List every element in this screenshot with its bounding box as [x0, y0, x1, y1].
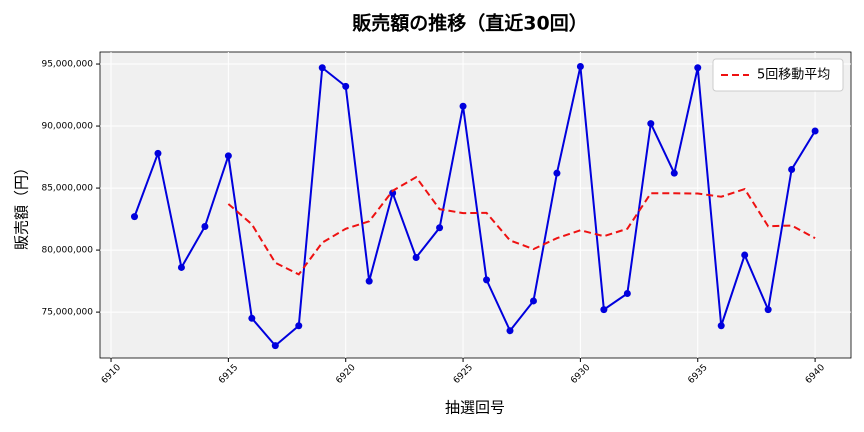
x-tick-label: 6935: [686, 363, 709, 386]
point: [553, 169, 561, 177]
point: [342, 82, 350, 90]
point: [670, 169, 678, 177]
point: [717, 322, 725, 330]
point: [271, 342, 279, 350]
point: [788, 165, 796, 173]
point: [600, 306, 608, 314]
point: [154, 149, 162, 157]
point: [201, 223, 209, 231]
point: [647, 120, 655, 128]
y-axis-label: 販売額（円）: [13, 160, 31, 250]
point: [412, 254, 420, 262]
x-axis-label: 抽選回号: [445, 399, 505, 417]
legend-box: [712, 58, 844, 92]
point: [318, 64, 326, 72]
point: [741, 251, 749, 259]
point: [811, 127, 819, 135]
point: [295, 322, 303, 330]
point: [248, 314, 256, 322]
x-tick-label: 6915: [217, 363, 240, 386]
x-tick-label: 6940: [804, 363, 827, 386]
x-tick-label: 6910: [100, 363, 123, 386]
point: [224, 152, 232, 160]
point: [506, 327, 514, 335]
y-tick-label: 90,000,000: [41, 122, 93, 132]
series-line: [227, 175, 816, 276]
point: [436, 224, 444, 232]
x-tick-label: 6920: [334, 363, 357, 386]
x-tick-label: 6925: [452, 363, 475, 386]
point: [483, 276, 491, 284]
point: [623, 290, 631, 298]
point: [130, 213, 138, 221]
y-tick-label: 95,000,000: [41, 60, 93, 70]
y-tick-label: 85,000,000: [41, 184, 93, 194]
y-tick-label: 75,000,000: [41, 308, 93, 318]
series-line: [133, 65, 816, 347]
point: [389, 189, 397, 197]
x-tick-label: 6930: [569, 363, 592, 386]
point: [365, 277, 373, 285]
point: [576, 63, 584, 71]
point: [459, 102, 467, 110]
y-tick-label: 80,000,000: [41, 246, 93, 256]
point: [529, 297, 537, 305]
point: [694, 64, 702, 72]
point: [764, 306, 772, 314]
chart-title: 販売額の推移（直近30回）: [352, 12, 587, 35]
legend-label: 5回移動平均: [757, 68, 830, 83]
point: [177, 263, 185, 271]
